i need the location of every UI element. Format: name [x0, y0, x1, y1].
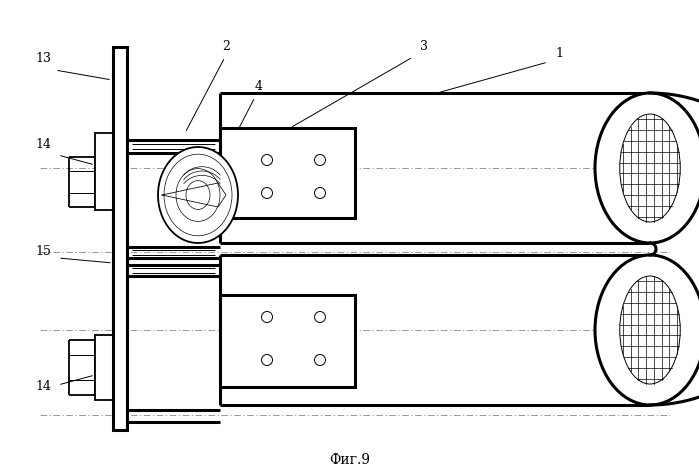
Circle shape — [261, 311, 273, 323]
Text: Фиг.9: Фиг.9 — [329, 453, 370, 467]
Ellipse shape — [620, 276, 680, 384]
Bar — [95, 133, 113, 210]
Ellipse shape — [158, 147, 238, 243]
Text: 2: 2 — [222, 40, 230, 53]
Circle shape — [315, 355, 326, 366]
Text: 15: 15 — [35, 245, 51, 258]
Circle shape — [261, 355, 273, 366]
Bar — [95, 335, 113, 400]
Bar — [113, 47, 127, 430]
Ellipse shape — [620, 114, 680, 222]
Text: 13: 13 — [35, 52, 51, 65]
Wedge shape — [650, 243, 656, 255]
Text: 3: 3 — [420, 40, 428, 53]
Ellipse shape — [595, 255, 699, 405]
Circle shape — [315, 155, 326, 166]
Circle shape — [315, 311, 326, 323]
Text: 1: 1 — [555, 47, 563, 60]
Text: 14: 14 — [35, 380, 51, 393]
Ellipse shape — [595, 93, 699, 243]
Polygon shape — [220, 295, 355, 387]
Text: 4: 4 — [255, 80, 263, 93]
Circle shape — [261, 188, 273, 198]
Polygon shape — [220, 128, 355, 218]
Circle shape — [261, 155, 273, 166]
Circle shape — [315, 188, 326, 198]
Text: 14: 14 — [35, 138, 51, 151]
